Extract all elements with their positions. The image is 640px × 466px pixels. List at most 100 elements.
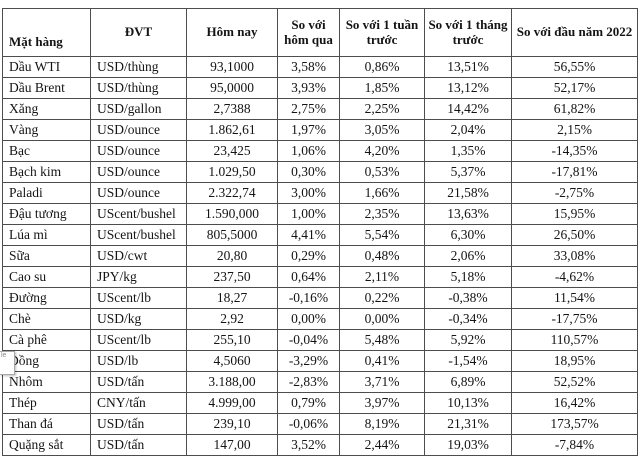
table-row: Nhôm USD/tấn 3.188,00 -2,83% 3,71% 6,89% 52,52… [2,371,638,393]
table-row: Lúa mì UScent/bushel 805,5000 4,41% 5,54% 6,3… [2,224,638,246]
value-cell: 3,97% [339,392,425,414]
value-cell: USD/ounce [90,140,187,162]
commodity-name-cell: Bạch kim [2,161,91,183]
value-cell: -1,54% [424,350,512,372]
value-cell: JPY/kg [90,266,187,288]
value-cell: 173,57% [511,413,638,435]
value-cell: 1.590,000 [186,203,278,225]
value-cell: -14,35% [511,140,638,162]
value-cell: 0,53% [339,161,425,183]
table-row: Cao su JPY/kg 237,50 0,64% 2,11% 5,18% -4,62% [2,266,638,288]
commodity-name-cell: Paladi [2,182,91,204]
table-row: Đậu tương UScent/bushel 1.590,000 1,00% 2,35… [2,203,638,225]
commodity-name-cell: Sữa [2,245,91,267]
value-cell: 8,19% [339,413,425,435]
commodity-name-cell: Dầu Brent [2,77,91,99]
value-cell: 4,41% [277,224,340,246]
value-cell: 15,95% [511,203,638,225]
value-cell: 19,03% [424,434,512,456]
commodity-name-cell: Đậu tương [2,203,91,225]
value-cell: 805,5000 [186,224,278,246]
value-cell: 1.029,50 [186,161,278,183]
value-cell: 56,55% [511,56,638,78]
value-cell: 6,30% [424,224,512,246]
value-cell: 2,7388 [186,98,278,120]
value-cell: 26,50% [511,224,638,246]
value-cell: -7,84% [511,434,638,456]
value-cell: 255,10 [186,329,278,351]
value-cell: 4,20% [339,140,425,162]
value-cell: 2.322,74 [186,182,278,204]
header-row: Mặt hàng ĐVT Hôm nay So với hôm qua So với 1… [2,8,638,57]
commodity-name-cell: Bạc [2,140,91,162]
value-cell: USD/thùng [90,77,187,99]
value-cell: 16,42% [511,392,638,414]
value-cell: 3,71% [339,371,425,393]
table-row: Quặng sắt USD/tấn 147,00 3,52% 2,44% 19,03% -7… [2,434,638,456]
column-header-1: ĐVT [90,8,187,57]
value-cell: 13,63% [424,203,512,225]
value-cell: 14,42% [424,98,512,120]
value-cell: 1,66% [339,182,425,204]
value-cell: 3,00% [277,182,340,204]
table-row: Bạc USD/ounce 23,425 1,06% 4,20% 1,35% -14,35% [2,140,638,162]
table-row: Thép CNY/tấn 4.999,00 0,79% 3,97% 10,13% 16,42… [2,392,638,414]
value-cell: 2,75% [277,98,340,120]
value-cell: 1,97% [277,119,340,141]
value-cell: 1,35% [424,140,512,162]
value-cell: USD/tấn [90,434,187,456]
value-cell: 239,10 [186,413,278,435]
value-cell: 33,08% [511,245,638,267]
value-cell: 5,48% [339,329,425,351]
commodity-name-cell: Thép [2,392,91,414]
value-cell: 13,12% [424,77,512,99]
value-cell: 95,0000 [186,77,278,99]
value-cell: 2,35% [339,203,425,225]
value-cell: 10,13% [424,392,512,414]
value-cell: UScent/bushel [90,224,187,246]
value-cell: 3,58% [277,56,340,78]
value-cell: 1,06% [277,140,340,162]
commodity-name-cell: Dầu WTI [2,56,91,78]
value-cell: 18,27 [186,287,278,309]
value-cell: 21,58% [424,182,512,204]
value-cell: 3,93% [277,77,340,99]
value-cell: USD/tấn [90,371,187,393]
table-row: Cà phê UScent/lb 255,10 -0,04% 5,48% 5,92% 110… [2,329,638,351]
value-cell: 2,44% [339,434,425,456]
value-cell: USD/tấn [90,413,187,435]
value-cell: 4.999,00 [186,392,278,414]
value-cell: USD/gallon [90,98,187,120]
table-row: Vàng USD/ounce 1.862,61 1,97% 3,05% 2,04% 2,15… [2,119,638,141]
value-cell: 2,25% [339,98,425,120]
value-cell: CNY/tấn [90,392,187,414]
value-cell: 3,52% [277,434,340,456]
value-cell: 2,06% [424,245,512,267]
value-cell: 0,41% [339,350,425,372]
commodity-price-table: Mặt hàng ĐVT Hôm nay So với hôm qua So với 1… [2,8,638,456]
value-cell: 5,54% [339,224,425,246]
value-cell: 3.188,00 [186,371,278,393]
value-cell: -0,34% [424,308,512,330]
value-cell: -3,29% [277,350,340,372]
value-cell: 1,85% [339,77,425,99]
table-row: Dầu Brent USD/thùng 95,0000 3,93% 1,85% 13,12… [2,77,638,99]
value-cell: 0,79% [277,392,340,414]
table-row: Than đá USD/tấn 239,10 -0,06% 8,19% 21,31% 173… [2,413,638,435]
table-row: Đồng USD/lb 4,5060 -3,29% 0,41% -1,54% 18,95% [2,350,638,372]
value-cell: USD/cwt [90,245,187,267]
value-cell: 21,31% [424,413,512,435]
value-cell: UScent/lb [90,329,187,351]
commodity-name-cell: Than đá [2,413,91,435]
table-body: Dầu WTI USD/thùng 93,1000 3,58% 0,86% 13,51% 5… [2,56,638,456]
value-cell: USD/kg [90,308,187,330]
commodity-name-cell: Lúa mì [2,224,91,246]
value-cell: 18,95% [511,350,638,372]
value-cell: 20,80 [186,245,278,267]
value-cell: 2,92 [186,308,278,330]
value-cell: 52,52% [511,371,638,393]
value-cell: 2,15% [511,119,638,141]
commodity-name-cell: Chè [2,308,91,330]
value-cell: -2,75% [511,182,638,204]
value-cell: 0,22% [339,287,425,309]
